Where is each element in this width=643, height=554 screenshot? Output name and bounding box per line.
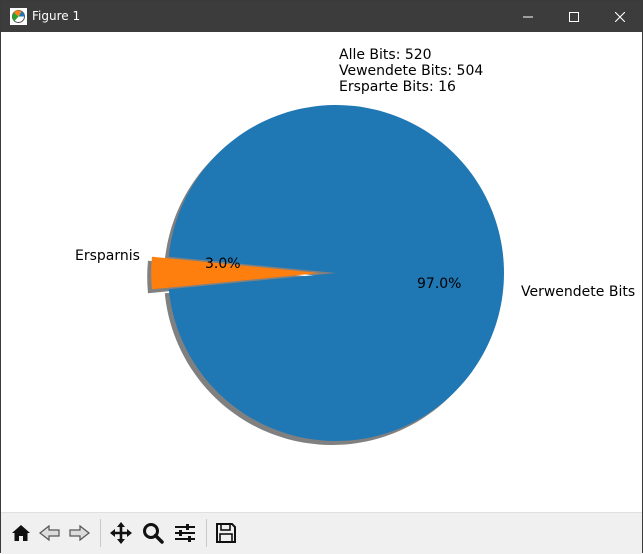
pie-slice-ersparnis	[151, 256, 320, 290]
home-icon	[12, 525, 30, 541]
configure-subplots-button[interactable]	[171, 519, 199, 547]
annotation-line-1: Alle Bits: 520	[339, 47, 432, 63]
window-title: Figure 1	[32, 9, 81, 23]
back-button[interactable]	[36, 519, 64, 547]
maximize-button[interactable]	[551, 1, 597, 32]
annotation-line-2: Vewendete Bits: 504	[339, 63, 483, 79]
figure-canvas[interactable]: Alle Bits: 520 Vewendete Bits: 504 Erspa…	[1, 32, 642, 512]
slice-label-verwendete-bits: Verwendete Bits	[521, 284, 635, 300]
close-button[interactable]	[597, 1, 643, 32]
slice-label-ersparnis: Ersparnis	[75, 248, 140, 264]
pie-slices	[151, 104, 505, 442]
sliders-icon	[175, 524, 195, 542]
minimize-button[interactable]	[505, 1, 551, 32]
save-button[interactable]	[212, 519, 240, 547]
forward-button[interactable]	[65, 519, 93, 547]
toolbar-separator	[206, 519, 207, 547]
pie-slice-verwendete-bits	[168, 104, 505, 442]
maximize-icon	[569, 11, 579, 22]
toolbar-separator	[100, 519, 101, 547]
close-icon	[615, 11, 625, 22]
annotation-line-3: Ersparte Bits: 16	[339, 79, 456, 95]
title-bar: Figure 1	[1, 1, 642, 32]
minimize-icon	[523, 16, 533, 17]
arrow-right-icon	[69, 524, 90, 542]
zoom-button[interactable]	[139, 519, 167, 547]
slice-pct-verwendete-bits: 97.0%	[417, 276, 461, 292]
pan-button[interactable]	[107, 519, 135, 547]
matplotlib-logo-icon	[10, 8, 27, 25]
slice-pct-ersparnis: 3.0%	[205, 256, 241, 272]
home-button[interactable]	[7, 519, 35, 547]
magnifier-icon	[143, 523, 164, 544]
arrow-left-icon	[39, 524, 60, 542]
navigation-toolbar	[1, 512, 642, 554]
pie-chart: Alle Bits: 520 Vewendete Bits: 504 Erspa…	[75, 47, 635, 446]
floppy-disk-icon	[216, 523, 236, 543]
move-icon	[110, 522, 132, 544]
